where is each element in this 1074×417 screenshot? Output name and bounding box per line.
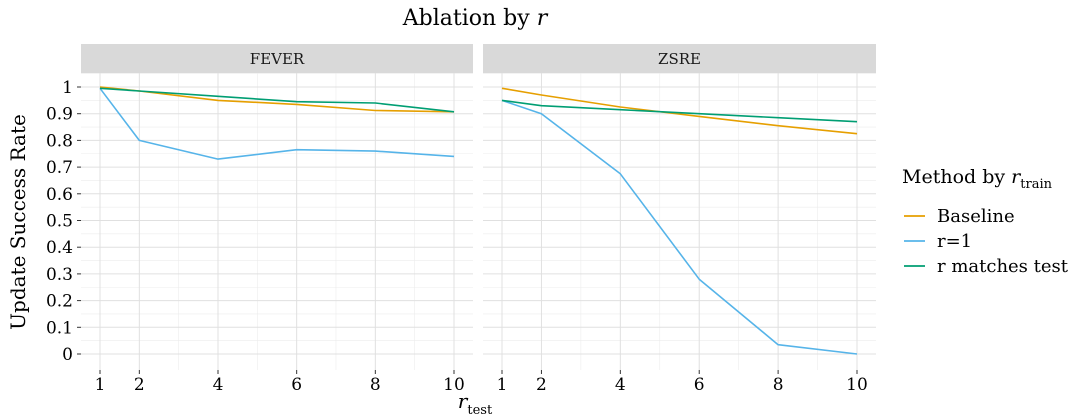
panel-strip-label-fever: FEVER: [250, 50, 305, 68]
x-tick-label-fever-6: 6: [291, 375, 302, 395]
legend-item-baseline: Baseline: [904, 206, 1015, 227]
legend: Method by rtrain Baseline r=1 r matches te…: [902, 166, 1069, 277]
panel-strip-fever: [81, 44, 473, 73]
chart-title-prefix: Ablation by: [402, 6, 530, 31]
y-tick-label-0_2: 0.2: [46, 292, 73, 312]
y-axis-label: Update Success Rate: [6, 114, 30, 330]
x-tick-label-zsre-10: 10: [846, 375, 868, 395]
x-tick-label-fever-8: 8: [370, 375, 381, 395]
legend-label-r-matches-test: r matches test: [937, 256, 1069, 277]
x-axis-label: rtest: [458, 389, 493, 417]
panel-zsre: ZSRE 1 2 4 6 8 10: [483, 44, 876, 395]
chart-title: Ablation by r: [402, 6, 549, 31]
y-tick-label-0_6: 0.6: [46, 185, 73, 205]
x-tick-label-zsre-8: 8: [773, 375, 784, 395]
series-line-fever-r-1: [99, 87, 455, 160]
x-tick-label-fever-10: 10: [443, 375, 465, 395]
series-line-zsre-r-1: [501, 99, 858, 355]
y-tick-label-0_3: 0.3: [46, 265, 73, 285]
legend-label-r-1: r=1: [937, 231, 972, 252]
x-tick-label-fever-4: 4: [213, 375, 224, 395]
y-tick-label-0_5: 0.5: [46, 212, 73, 232]
y-tick-label-0: 0: [62, 345, 73, 365]
y-tick-label-0_1: 0.1: [46, 318, 73, 338]
series-line-fever-r-matches-test: [99, 87, 455, 113]
legend-title-var: r: [1011, 166, 1022, 188]
y-tick-label-0_7: 0.7: [46, 158, 73, 178]
legend-title: Method by rtrain: [902, 166, 1053, 192]
legend-title-sub: train: [1020, 177, 1052, 192]
panels: FEVER 1 2 4 6 8 10 ZSRE 1 2 4 6 8 10: [81, 44, 876, 395]
y-tick-label-0_9: 0.9: [46, 105, 73, 125]
chart-title-var: r: [537, 6, 549, 31]
legend-label-baseline: Baseline: [937, 206, 1015, 227]
legend-item-r-matches-test: r matches test: [904, 256, 1069, 277]
x-tick-label-fever-2: 2: [134, 375, 145, 395]
panel-strip-label-zsre: ZSRE: [658, 50, 701, 68]
x-tick-label-zsre-6: 6: [694, 375, 705, 395]
x-tick-label-zsre-1: 1: [497, 375, 508, 395]
legend-item-r-1: r=1: [904, 231, 972, 252]
y-tick-label-0_4: 0.4: [46, 238, 73, 258]
x-tick-label-zsre-4: 4: [615, 375, 626, 395]
legend-title-prefix: Method by: [902, 166, 1005, 188]
x-tick-label-fever-1: 1: [95, 375, 106, 395]
series-line-fever-baseline: [99, 86, 455, 113]
panel-fever: FEVER 1 2 4 6 8 10: [81, 44, 473, 395]
x-axis-label-sub: test: [467, 403, 493, 417]
y-tick-label-0_8: 0.8: [46, 131, 73, 151]
legend-items: Baseline r=1 r matches test: [904, 206, 1069, 277]
y-tick-label-1: 1: [62, 78, 73, 98]
x-axis-label-var: r: [458, 389, 469, 413]
x-tick-label-zsre-2: 2: [536, 375, 547, 395]
panel-strip-zsre: [483, 44, 876, 73]
y-axis-ticks: 0 0.1 0.2 0.3 0.4 0.5 0.6 0.7 0.8 0.9 1: [46, 78, 81, 365]
series-line-zsre-r-matches-test: [501, 99, 858, 123]
